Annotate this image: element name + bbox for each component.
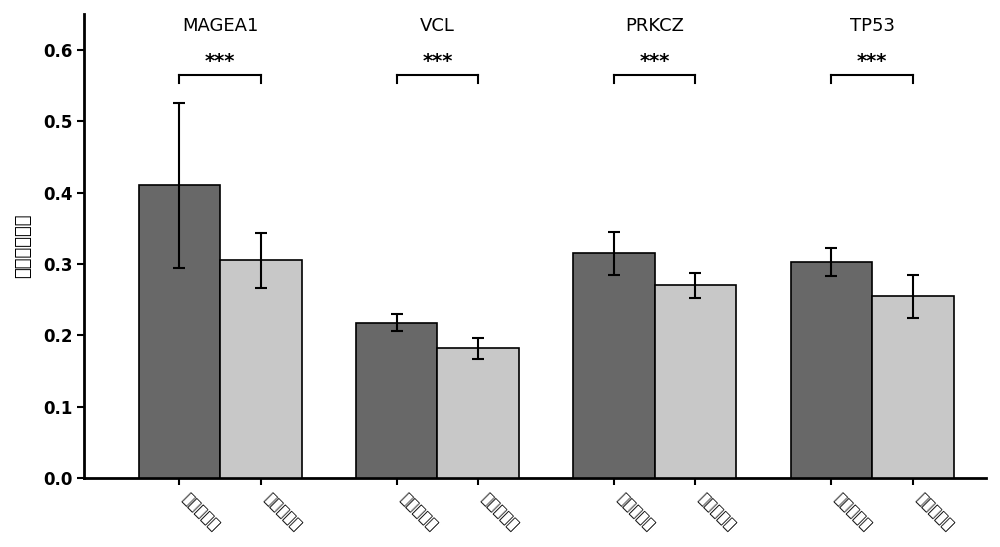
Bar xyxy=(139,185,220,479)
Text: PRKCZ: PRKCZ xyxy=(625,18,684,36)
Y-axis label: 自身抗体滴度: 自身抗体滴度 xyxy=(14,214,32,278)
Text: ***: *** xyxy=(422,52,453,71)
Text: ***: *** xyxy=(857,52,887,71)
Text: MAGEA1: MAGEA1 xyxy=(182,18,258,36)
Bar xyxy=(437,348,519,479)
Bar xyxy=(220,260,302,479)
Text: ***: *** xyxy=(640,52,670,71)
Bar xyxy=(573,253,655,479)
Text: TP53: TP53 xyxy=(850,18,895,36)
Text: VCL: VCL xyxy=(420,18,455,36)
Bar xyxy=(356,323,437,479)
Bar xyxy=(872,296,954,479)
Bar xyxy=(655,286,736,479)
Bar xyxy=(791,262,872,479)
Text: ***: *** xyxy=(205,52,235,71)
